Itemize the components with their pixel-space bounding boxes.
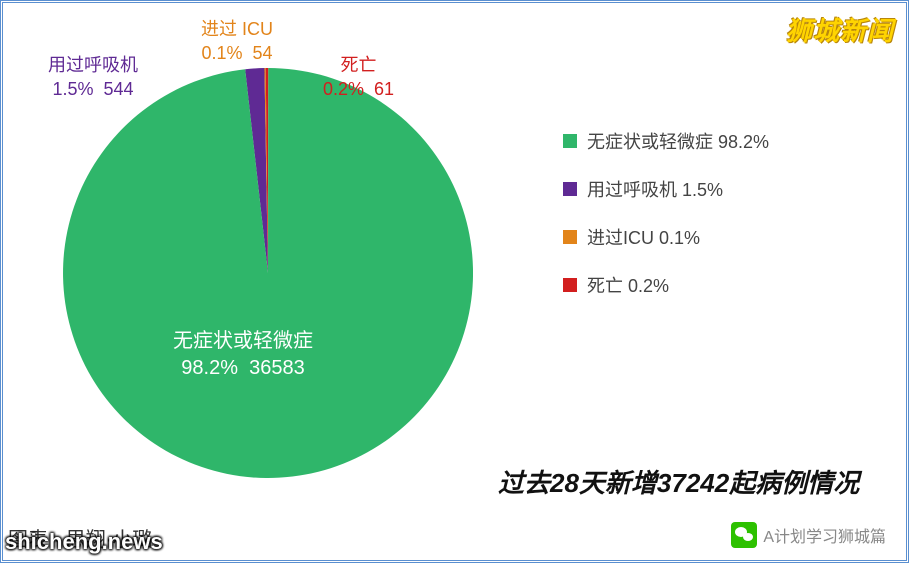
legend-text: 用过呼吸机 1.5% bbox=[587, 176, 723, 202]
legend-item: 进过ICU 0.1% bbox=[563, 224, 769, 250]
legend-item: 无症状或轻微症 98.2% bbox=[563, 128, 769, 154]
legend-swatch bbox=[563, 230, 577, 244]
watermark-bottom-right: A计划学习狮城篇 bbox=[731, 522, 886, 548]
label-text: 用过呼吸机 bbox=[48, 53, 138, 77]
wechat-icon bbox=[731, 522, 757, 548]
legend-text: 无症状或轻微症 98.2% bbox=[587, 128, 769, 154]
slice-label-death: 死亡 0.2% 61 bbox=[323, 53, 394, 102]
legend-swatch bbox=[563, 134, 577, 148]
label-count: 54 bbox=[253, 43, 273, 63]
label-percent: 98.2% bbox=[181, 357, 238, 379]
label-text: 死亡 bbox=[323, 53, 394, 77]
label-text: 无症状或轻微症 bbox=[173, 328, 313, 355]
slice-label-ventilator: 用过呼吸机 1.5% 544 bbox=[48, 53, 138, 102]
legend-swatch bbox=[563, 278, 577, 292]
legend-text: 死亡 0.2% bbox=[587, 272, 669, 298]
slice-label-asymptomatic: 无症状或轻微症 98.2% 36583 bbox=[173, 328, 313, 382]
label-percent: 0.2% bbox=[323, 79, 364, 99]
label-count: 61 bbox=[374, 79, 394, 99]
label-text: 进过 ICU bbox=[201, 17, 273, 41]
legend-text: 进过ICU 0.1% bbox=[587, 224, 700, 250]
label-percent: 0.1% bbox=[201, 43, 242, 63]
pie-chart bbox=[63, 68, 473, 478]
legend: 无症状或轻微症 98.2% 用过呼吸机 1.5% 进过ICU 0.1% 死亡 0… bbox=[563, 128, 769, 320]
watermark-top-right: 狮城新闻 bbox=[786, 11, 894, 48]
chart-container: 狮城新闻 用过呼吸机 1.5% 544 进过 ICU 0.1% 54 死亡 0.… bbox=[0, 0, 909, 563]
legend-swatch bbox=[563, 182, 577, 196]
legend-item: 死亡 0.2% bbox=[563, 272, 769, 298]
label-percent: 1.5% bbox=[52, 79, 93, 99]
watermark-bottom-left: shicheng.news bbox=[5, 529, 163, 555]
label-count: 36583 bbox=[249, 357, 305, 379]
slice-label-icu: 进过 ICU 0.1% 54 bbox=[201, 17, 273, 66]
label-count: 544 bbox=[104, 79, 134, 99]
legend-item: 用过呼吸机 1.5% bbox=[563, 176, 769, 202]
watermark-br-text: A计划学习狮城篇 bbox=[763, 523, 886, 547]
chart-title: 过去28天新增37242起病例情况 bbox=[498, 463, 859, 500]
